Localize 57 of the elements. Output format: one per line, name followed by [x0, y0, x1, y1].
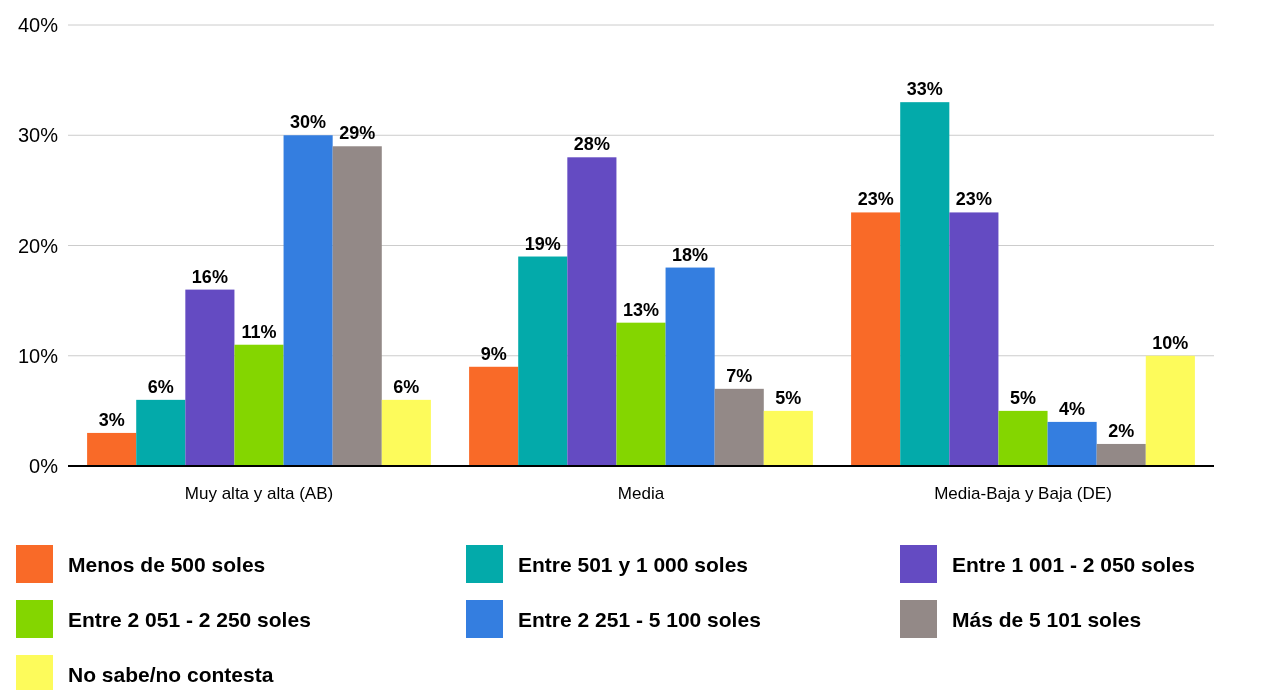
legend-label: Menos de 500 soles [68, 553, 266, 576]
bar [998, 410, 1048, 466]
data-label: 23% [857, 189, 894, 210]
data-label: 29% [339, 123, 376, 144]
data-label: 2% [1108, 420, 1135, 441]
bar [1047, 421, 1097, 466]
bar [1096, 443, 1146, 466]
data-label: 13% [622, 299, 660, 320]
bar [714, 388, 764, 466]
bar [1145, 355, 1195, 466]
bar [616, 322, 666, 466]
data-label: 19% [524, 233, 561, 254]
data-label: 9% [480, 343, 507, 364]
data-label: 30% [290, 112, 327, 133]
y-tick-label: 10% [17, 344, 59, 367]
bar [851, 212, 901, 466]
data-label: 4% [1059, 398, 1086, 419]
data-label: 7% [726, 365, 753, 386]
bar [469, 366, 519, 466]
bar [900, 102, 950, 466]
y-tick-label: 0% [29, 455, 59, 477]
bar [949, 212, 999, 466]
bar [567, 157, 617, 466]
bar [763, 410, 813, 466]
y-tick-label: 40% [17, 14, 59, 36]
x-tick-label: Media-Baja y Baja (DE) [934, 484, 1112, 503]
x-tick-label: Media [617, 484, 665, 503]
bar [332, 146, 382, 466]
bar [283, 135, 333, 466]
data-label: 28% [573, 134, 610, 155]
x-tick-label: Muy alta y alta (AB) [184, 484, 334, 503]
bar [87, 432, 137, 466]
data-label: 16% [191, 266, 228, 287]
data-label: 11% [241, 321, 277, 342]
bar [381, 399, 431, 466]
data-label: 5% [1009, 387, 1037, 408]
bar [518, 256, 568, 466]
data-label: 23% [955, 189, 992, 210]
data-label: 18% [672, 244, 709, 265]
data-label: 6% [147, 376, 174, 397]
legend-label: No sabe/no contesta [68, 663, 274, 686]
y-tick-label: 20% [17, 234, 59, 257]
data-label: 33% [906, 79, 943, 100]
data-label: 3% [98, 409, 125, 430]
bar [234, 344, 284, 466]
bar [136, 399, 186, 466]
bar [665, 267, 715, 466]
bar [185, 289, 235, 466]
data-label: 5% [775, 387, 802, 408]
legend-label: Más de 5 101 soles [952, 608, 1142, 631]
legend-label: Entre 2 051 - 2 250 soles [68, 608, 311, 631]
data-label: 6% [393, 376, 420, 397]
legend-label: Entre 2 251 - 5 100 soles [518, 608, 761, 631]
data-label: 10% [1152, 332, 1189, 353]
y-tick-label: 30% [17, 124, 59, 147]
legend-label: Entre 501 y 1 000 soles [518, 553, 748, 576]
legend-label: Entre 1 001 - 2 050 soles [952, 553, 1195, 576]
